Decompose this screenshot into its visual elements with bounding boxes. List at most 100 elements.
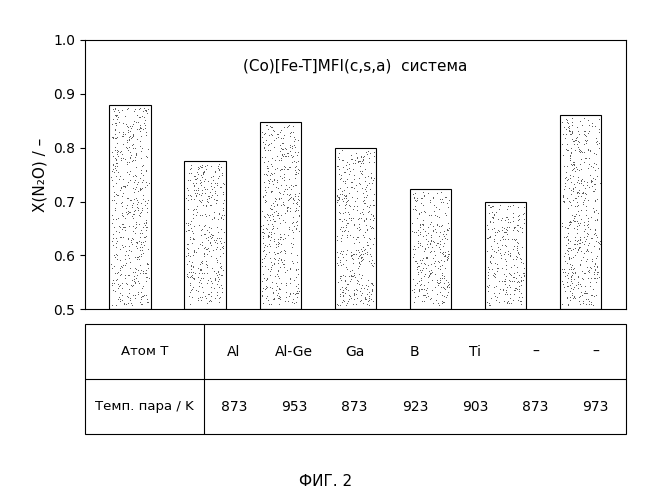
Point (344, 271, 354, 279)
Point (132, 289, 143, 297)
Point (352, 224, 363, 232)
Point (108, 165, 119, 173)
Point (435, 262, 445, 270)
Point (486, 202, 497, 210)
Point (183, 205, 194, 213)
Point (500, 216, 511, 224)
Point (284, 225, 295, 233)
Point (505, 218, 515, 226)
Point (368, 152, 379, 160)
Point (357, 155, 368, 163)
Point (342, 183, 352, 191)
Point (514, 223, 525, 231)
Point (364, 203, 374, 211)
Point (334, 184, 345, 192)
Point (488, 272, 499, 280)
Point (272, 177, 282, 185)
Point (285, 290, 295, 298)
Point (257, 292, 267, 300)
Point (259, 186, 270, 194)
Point (123, 146, 133, 154)
Point (409, 242, 419, 250)
Point (355, 162, 365, 170)
Point (284, 289, 295, 297)
Point (429, 238, 439, 246)
Point (200, 189, 210, 197)
Point (112, 111, 123, 119)
Point (412, 231, 422, 239)
Point (196, 198, 206, 206)
Point (576, 274, 587, 282)
Point (111, 269, 122, 277)
Point (195, 176, 205, 184)
Point (108, 230, 118, 238)
Point (415, 231, 426, 239)
Point (268, 215, 278, 223)
Point (286, 144, 297, 152)
Point (293, 288, 304, 296)
Point (138, 119, 149, 127)
Point (260, 241, 271, 249)
Text: (Co)[Fe-T]MFI(c,s,a)  система: (Co)[Fe-T]MFI(c,s,a) система (243, 59, 467, 74)
Point (265, 267, 276, 275)
Point (282, 191, 293, 199)
Point (195, 292, 205, 300)
Point (438, 298, 449, 306)
Point (258, 138, 268, 146)
Point (198, 168, 209, 176)
Point (578, 188, 588, 196)
Point (591, 160, 601, 168)
Point (351, 300, 361, 308)
Point (563, 254, 574, 262)
Point (259, 252, 270, 260)
Point (340, 272, 350, 280)
Point (275, 172, 286, 180)
Point (115, 172, 125, 180)
Point (192, 187, 203, 195)
Point (505, 249, 516, 257)
Point (565, 281, 575, 289)
Point (408, 205, 419, 213)
Point (348, 233, 359, 241)
Point (282, 266, 293, 274)
Point (510, 286, 520, 294)
Point (344, 201, 354, 209)
Point (274, 147, 285, 155)
Point (113, 282, 124, 290)
Point (503, 203, 513, 211)
Point (117, 192, 127, 200)
Point (363, 147, 374, 155)
Point (122, 210, 132, 218)
Point (567, 114, 578, 122)
Point (140, 266, 151, 274)
Point (282, 204, 293, 212)
Point (428, 227, 438, 235)
Point (196, 226, 207, 234)
Point (113, 108, 124, 116)
Point (433, 264, 443, 272)
Point (289, 190, 300, 198)
Point (413, 262, 424, 270)
Point (572, 246, 583, 254)
Point (128, 235, 139, 243)
Point (497, 263, 508, 271)
Point (363, 297, 373, 305)
Point (435, 245, 445, 253)
Point (261, 225, 272, 233)
Point (589, 197, 600, 205)
Point (435, 265, 445, 273)
Point (120, 242, 130, 250)
Point (491, 282, 501, 290)
Point (367, 286, 378, 294)
Point (208, 231, 218, 239)
Point (439, 239, 449, 247)
Point (436, 287, 446, 295)
Point (353, 258, 364, 266)
Point (482, 225, 493, 233)
Point (125, 167, 135, 175)
Point (121, 279, 131, 287)
Point (267, 261, 277, 269)
Point (340, 283, 351, 291)
Point (504, 269, 514, 277)
Point (293, 211, 304, 219)
